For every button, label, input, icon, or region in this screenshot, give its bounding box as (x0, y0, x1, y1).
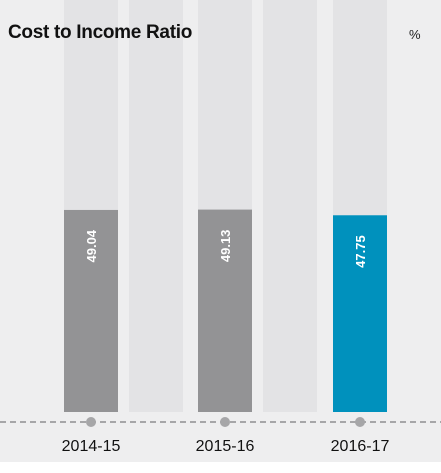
gap-track-2 (263, 0, 317, 412)
bar-2015-16 (198, 209, 252, 412)
bar-2014-15 (64, 209, 118, 412)
bar-2016-17 (333, 215, 387, 412)
value-label-2016-17: 47.75 (353, 235, 368, 268)
x-tick-label-2016-17: 2016-17 (331, 438, 390, 455)
x-tick-label-2015-16: 2015-16 (196, 438, 255, 455)
x-tick-label-2014-15: 2014-15 (62, 438, 121, 455)
unit-label: % (409, 27, 421, 42)
marker-2016-17 (355, 417, 365, 427)
chart-title: Cost to Income Ratio (8, 22, 193, 43)
value-label-2014-15: 49.04 (84, 229, 99, 262)
marker-2014-15 (86, 417, 96, 427)
gap-track-1 (129, 0, 183, 412)
marker-2015-16 (220, 417, 230, 427)
value-label-2015-16: 49.13 (218, 230, 233, 263)
